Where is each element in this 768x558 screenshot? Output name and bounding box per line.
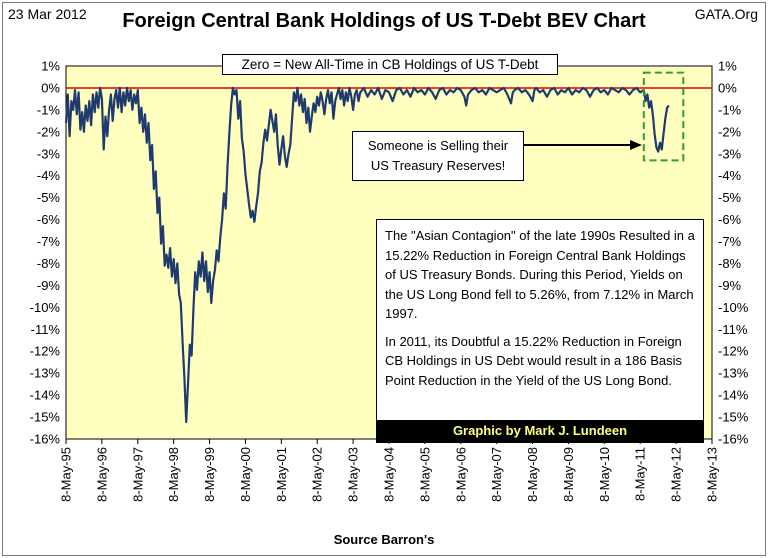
y-tick-label-right: -16% [718,432,749,447]
y-tick-label-left: -4% [37,168,61,183]
y-tick-label-right: -1% [718,102,742,117]
y-tick-label-right: -11% [718,322,748,337]
y-tick-label-right: -9% [718,278,742,293]
y-tick-label-left: -14% [30,388,61,403]
y-tick-label-left: -3% [37,146,61,161]
x-tick-label: 8-May-10 [597,447,612,502]
highlight-box [642,71,685,162]
x-tick-label: 8-May-98 [166,447,181,502]
y-tick-label-right: -12% [718,344,749,359]
callout-line-2: US Treasury Reserves! [370,158,506,173]
y-tick-label-right: -7% [718,234,742,249]
x-axis-title: Source Barron's [333,532,435,547]
y-tick-label-left: -16% [30,432,61,447]
y-tick-label-right: -14% [718,388,749,403]
x-tick-label: 8-May-01 [274,447,289,502]
y-tick-label-left: -6% [37,212,61,227]
x-tick-label: 8-May-03 [346,447,361,502]
asian-contagion-note: The "Asian Contagion" of the late 1990s … [376,219,704,443]
y-tick-label-right: -13% [718,366,749,381]
x-tick-label: 8-May-06 [453,447,468,502]
y-tick-label-right: -3% [718,146,742,161]
y-tick-label-left: -9% [37,278,61,293]
x-tick-label: 8-May-97 [130,447,145,502]
y-tick-label-left: -2% [37,124,61,139]
x-tick-label: 8-May-09 [561,447,576,502]
chart-date: 23 Mar 2012 [8,6,87,22]
selling-callout: Someone is Selling their US Treasury Res… [352,131,524,181]
x-tick-label: 8-May-96 [94,447,109,502]
y-tick-label-right: 1% [718,59,737,74]
y-axis-left: 1% 0% -1% -2% -3% -4% -5% -6% -7% -8% -9% -10% -11% -… [30,59,61,447]
y-tick-label-right: -15% [718,410,749,425]
y-tick-label-left: -10% [30,300,61,315]
y-tick-label-left: -11% [31,322,61,337]
chart-source-site: GATA.Org [694,6,758,22]
y-tick-label-right: -4% [718,168,742,183]
y-tick-label-left: -5% [37,190,61,205]
y-tick-label-left: -15% [30,410,61,425]
x-tick-label: 8-May-07 [489,447,504,502]
y-tick-label-right: -5% [718,190,742,205]
callout-arrow-head [630,139,643,150]
x-tick-label: 8-May-95 [59,447,74,502]
y-tick-label-left: -8% [37,256,61,271]
x-axis: 8-May-95 8-May-96 8-May-97 8-May-98 8-May-99… [59,439,720,502]
y-tick-label-right: -6% [718,212,742,227]
x-tick-label: 8-May-12 [669,447,684,502]
note-paragraph-1: The "Asian Contagion" of the late 1990s … [385,228,695,321]
y-tick-label-left: -1% [37,102,61,117]
y-axis-right: 1% 0% -1% -2% -3% -4% -5% -6% -7% -8% -9% -10% -11% -… [718,59,749,447]
x-tick-label: 8-May-99 [202,447,217,502]
series-line [64,86,670,423]
x-tick-label: 8-May-05 [417,447,432,502]
x-tick-label: 8-May-00 [238,447,253,502]
x-tick-label: 8-May-08 [525,447,540,502]
y-tick-label-right: -8% [718,256,742,271]
graphic-credit: Graphic by Mark J. Lundeen [377,420,703,442]
x-tick-label: 8-May-13 [705,447,720,502]
y-tick-label-right: 0% [718,80,737,95]
x-tick-label: 8-May-02 [310,447,325,502]
y-tick-label-right: -10% [718,300,749,315]
y-tick-label-right: -2% [718,124,742,139]
y-tick-label-left: 0% [41,80,60,95]
y-tick-label-left: -12% [30,344,61,359]
zero-annotation: Zero = New All-Time in CB Holdings of US… [222,54,558,75]
note-paragraph-2: In 2011, its Doubtful a 15.22% Reduction… [385,333,682,388]
x-tick-label: 8-May-11 [633,447,648,501]
y-tick-label-left: -7% [37,234,61,249]
y-tick-label-left: -13% [30,366,61,381]
callout-line-1: Someone is Selling their [367,138,509,153]
y-tick-label-left: 1% [41,59,60,74]
chart-title: Foreign Central Bank Holdings of US T-De… [122,10,646,32]
x-tick-label: 8-May-04 [382,447,397,502]
